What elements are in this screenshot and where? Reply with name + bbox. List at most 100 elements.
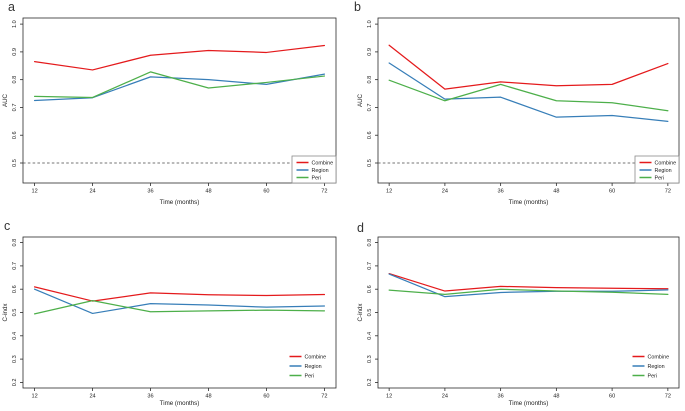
chart-b-auc: 0.5 0.6 0.7 0.8 0.9 1.0 12 24 36 48 60 72 AUC Time (m… [357, 17, 680, 206]
x-tick-label: 72 [321, 189, 327, 195]
legend-label-region: Region [312, 168, 329, 174]
series-line-combine [388, 272, 669, 292]
series-line-peri [388, 79, 669, 112]
x-axis: 12 24 36 48 60 72 [31, 388, 328, 400]
y-tick-label: 0.5 [12, 309, 18, 317]
y-axis-title: AUC [357, 93, 364, 107]
legend-label-region: Region [655, 168, 672, 174]
legend-label-combine: Combine [312, 161, 334, 167]
legend-label-combine: Combine [305, 355, 327, 361]
x-tick-label: 24 [442, 189, 448, 195]
legend-label-peri: Peri [655, 176, 665, 182]
plot-box [22, 236, 337, 389]
x-axis-title: Time (months) [160, 199, 200, 206]
x-axis-title: Time (months) [509, 400, 549, 407]
panel-letter-d: d [357, 221, 364, 235]
x-tick-label: 36 [147, 394, 153, 400]
legend-label-peri: Peri [305, 374, 315, 380]
series-line-region [33, 288, 326, 315]
legend-label-combine: Combine [648, 355, 670, 361]
y-tick-label: 0.2 [367, 379, 373, 387]
y-tick-label: 0.5 [367, 309, 373, 317]
y-tick-label: 0.7 [367, 104, 373, 112]
x-tick-label: 24 [442, 394, 448, 400]
x-tick-label: 12 [386, 189, 392, 195]
panel-b: b 0.5 0.6 0.7 0.8 0.9 1.0 12 24 36 48 60 72 AUC Time … [342, 0, 685, 206]
panel-a: a 0.5 0.6 0.7 0.8 0.9 1.0 12 24 36 48 60 72 AUC Time … [0, 0, 342, 206]
x-axis: 12 24 36 48 60 72 [31, 183, 328, 195]
y-axis-title: C-indx [357, 303, 364, 322]
legend-label-region: Region [648, 364, 665, 370]
x-tick-label: 60 [609, 189, 615, 195]
x-axis-title: Time (months) [160, 400, 200, 407]
legend-label-region: Region [305, 364, 322, 370]
chart-d-cindex: 0.2 0.3 0.4 0.5 0.6 0.7 0.8 12 24 36 48 60 72 C-indx T… [357, 236, 680, 407]
x-tick-label: 36 [498, 394, 504, 400]
x-tick-label: 36 [147, 189, 153, 195]
chart-a-auc: 0.5 0.6 0.7 0.8 0.9 1.0 12 24 36 48 60 72 AUC Time (m… [2, 17, 337, 206]
y-tick-label: 0.7 [367, 262, 373, 270]
series-line-combine [33, 44, 326, 71]
x-tick-label: 48 [205, 189, 211, 195]
series-line-combine [33, 286, 326, 302]
x-tick-label: 48 [205, 394, 211, 400]
panel-d: d 0.2 0.3 0.4 0.5 0.6 0.7 0.8 12 24 36 48 60 72 C-ind… [342, 205, 685, 411]
x-tick-label: 60 [609, 394, 615, 400]
y-axis: 0.5 0.6 0.7 0.8 0.9 1.0 [367, 20, 378, 167]
y-tick-label: 0.6 [367, 131, 373, 139]
legend-label-peri: Peri [312, 176, 322, 182]
x-tick-label: 72 [321, 394, 327, 400]
legend-box [634, 155, 680, 184]
x-tick-label: 36 [498, 189, 504, 195]
x-tick-label: 12 [31, 394, 37, 400]
y-tick-label: 0.7 [12, 262, 18, 270]
chart-c-cindex: 0.2 0.3 0.4 0.5 0.6 0.7 0.8 12 24 36 48 60 72 C-indx T… [2, 236, 337, 407]
x-axis: 12 24 36 48 60 72 [386, 183, 671, 195]
y-tick-label: 0.6 [12, 285, 18, 293]
y-tick-label: 0.6 [367, 285, 373, 293]
series-line-combine [388, 44, 669, 90]
y-tick-label: 0.7 [12, 104, 18, 112]
panel-letter-a: a [8, 0, 15, 14]
x-tick-label: 72 [665, 394, 671, 400]
plot-box [22, 17, 337, 184]
plot-box [377, 17, 680, 184]
x-tick-label: 48 [553, 394, 559, 400]
x-tick-label: 12 [386, 394, 392, 400]
series-line-region [33, 73, 326, 102]
panel-c: c 0.2 0.3 0.4 0.5 0.6 0.7 0.8 12 24 36 48 60 72 C-ind… [0, 205, 342, 411]
y-tick-label: 0.8 [367, 239, 373, 247]
y-tick-label: 0.4 [12, 332, 18, 340]
y-tick-label: 0.3 [367, 355, 373, 363]
panel-letter-c: c [4, 219, 11, 233]
x-tick-label: 12 [31, 189, 37, 195]
y-tick-label: 0.9 [367, 48, 373, 56]
y-tick-label: 0.8 [12, 76, 18, 84]
legend: Combine Region Peri [289, 355, 327, 380]
y-tick-label: 1.0 [367, 20, 373, 28]
y-tick-label: 0.3 [12, 355, 18, 363]
y-axis-title: AUC [2, 93, 9, 107]
y-axis: 0.5 0.6 0.7 0.8 0.9 1.0 [12, 20, 23, 167]
y-tick-label: 0.5 [367, 159, 373, 167]
y-tick-label: 0.5 [12, 159, 18, 167]
y-tick-label: 0.2 [12, 379, 18, 387]
legend-box [291, 155, 337, 184]
x-tick-label: 48 [553, 189, 559, 195]
series-line-peri [33, 71, 326, 99]
x-axis-title: Time (months) [509, 199, 549, 206]
y-tick-label: 0.6 [12, 131, 18, 139]
y-tick-label: 0.9 [12, 48, 18, 56]
x-tick-label: 60 [263, 394, 269, 400]
x-tick-label: 24 [89, 394, 95, 400]
panel-letter-b: b [354, 0, 361, 14]
y-axis: 0.2 0.3 0.4 0.5 0.6 0.7 0.8 [12, 239, 23, 387]
y-tick-label: 1.0 [12, 20, 18, 28]
y-tick-label: 0.4 [367, 332, 373, 340]
series-line-region [388, 62, 669, 122]
series-line-region [388, 273, 669, 298]
